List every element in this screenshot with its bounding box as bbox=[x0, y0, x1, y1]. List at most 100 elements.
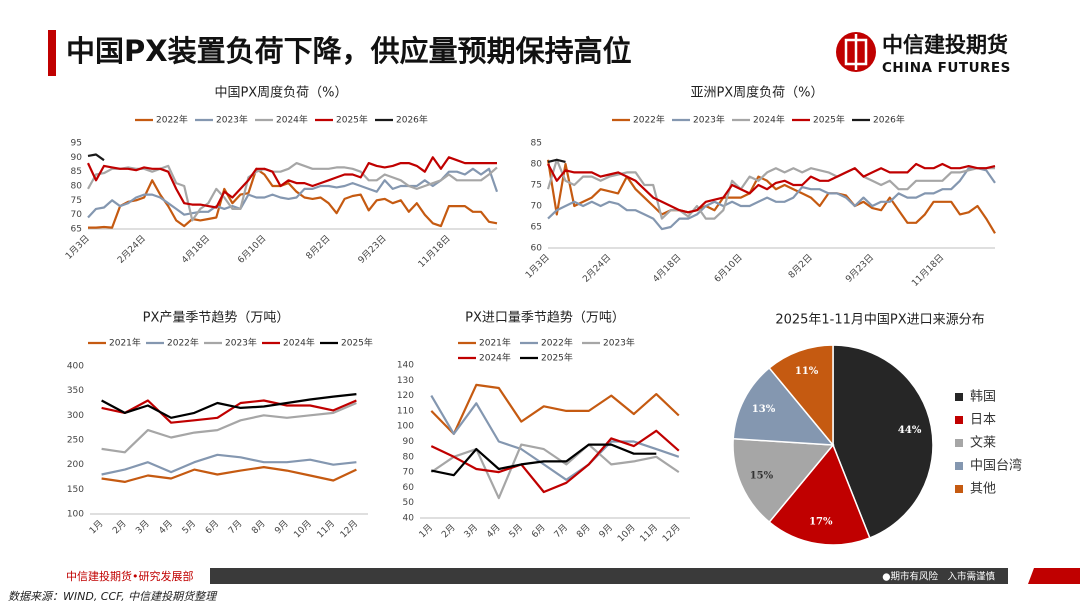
y-tick-label: 65 bbox=[531, 223, 542, 233]
y-tick-label: 110 bbox=[397, 406, 414, 416]
series-line bbox=[101, 393, 357, 419]
legend-label: 2021年 bbox=[479, 337, 511, 349]
y-tick-label: 70 bbox=[403, 468, 415, 478]
x-tick-label: 9月23日 bbox=[844, 252, 877, 285]
chart-title: PX产量季节趋势（万吨） bbox=[143, 310, 290, 326]
y-tick-label: 85 bbox=[71, 167, 82, 177]
title-accent bbox=[48, 30, 56, 76]
y-tick-label: 60 bbox=[531, 244, 543, 254]
pie-slice bbox=[768, 344, 834, 448]
y-tick-label: 90 bbox=[403, 437, 415, 447]
legend-swatch bbox=[955, 462, 963, 470]
legend-label: 中国台湾 bbox=[970, 458, 1022, 474]
y-tick-label: 100 bbox=[397, 422, 414, 432]
legend-label: 2022年 bbox=[156, 114, 188, 126]
series-line bbox=[88, 167, 498, 229]
y-tick-label: 60 bbox=[403, 483, 415, 493]
legend-label: 2025年 bbox=[341, 337, 373, 349]
y-tick-label: 150 bbox=[67, 485, 84, 495]
pie-slice bbox=[768, 443, 871, 546]
footer-org: 中信建投期货•研究发展部 bbox=[66, 569, 194, 583]
x-tick-label: 8月2日 bbox=[304, 233, 333, 262]
x-tick-label: 9月 bbox=[273, 518, 291, 536]
x-tick-label: 2月 bbox=[439, 522, 457, 540]
series-line bbox=[87, 162, 498, 222]
legend-label: 2026年 bbox=[873, 114, 905, 126]
legend-label: 韩国 bbox=[970, 390, 996, 405]
y-tick-label: 80 bbox=[71, 182, 83, 192]
x-tick-label: 11月 bbox=[638, 522, 660, 544]
series-line bbox=[87, 153, 105, 162]
y-tick-label: 200 bbox=[67, 460, 84, 470]
legend-label: 日本 bbox=[970, 413, 996, 428]
x-tick-label: 11月 bbox=[315, 518, 337, 540]
data-label: 15% bbox=[750, 470, 774, 481]
x-tick-label: 7月 bbox=[552, 522, 570, 540]
data-label: 44% bbox=[898, 425, 922, 436]
x-tick-label: 8月 bbox=[249, 518, 267, 536]
x-tick-label: 6月 bbox=[203, 518, 221, 536]
legend-label: 2024年 bbox=[283, 337, 315, 349]
series-line bbox=[430, 443, 680, 500]
y-tick-label: 95 bbox=[71, 139, 82, 149]
legend-label: 2022年 bbox=[633, 114, 665, 126]
legend-label: 其他 bbox=[970, 482, 996, 497]
data-label: 13% bbox=[752, 404, 776, 415]
legend-label: 2022年 bbox=[167, 337, 199, 349]
y-tick-label: 70 bbox=[71, 210, 83, 220]
series-line bbox=[101, 399, 357, 424]
legend-label: 2023年 bbox=[225, 337, 257, 349]
y-tick-label: 250 bbox=[67, 436, 84, 446]
slide-title: 中国PX装置负荷下降，供应量预期保持高位 bbox=[66, 34, 632, 68]
y-tick-label: 70 bbox=[531, 202, 543, 212]
legend-label: 2025年 bbox=[541, 352, 573, 364]
pie-slice bbox=[832, 344, 934, 539]
data-label: 11% bbox=[795, 366, 819, 377]
y-tick-label: 80 bbox=[531, 160, 543, 170]
x-tick-label: 9月 bbox=[597, 522, 615, 540]
footer-bar bbox=[210, 568, 1008, 584]
chart-title: PX进口量季节趋势（万吨） bbox=[465, 310, 625, 326]
x-tick-label: 5月 bbox=[180, 518, 198, 536]
y-tick-label: 300 bbox=[67, 411, 84, 421]
pie-slice bbox=[732, 437, 835, 524]
x-tick-label: 6月 bbox=[529, 522, 547, 540]
y-tick-label: 65 bbox=[71, 225, 82, 235]
x-tick-label: 11月18日 bbox=[416, 233, 453, 270]
x-tick-label: 2月 bbox=[110, 518, 128, 536]
x-tick-label: 8月2日 bbox=[786, 252, 815, 281]
logo: 中信建投期货 CHINA FUTURES bbox=[836, 32, 1010, 76]
x-tick-label: 12月 bbox=[660, 522, 682, 544]
chart-title: 2025年1-11月中国PX进口来源分布 bbox=[775, 313, 984, 328]
y-tick-label: 400 bbox=[67, 362, 84, 372]
series-line bbox=[430, 383, 680, 435]
legend-label: 2026年 bbox=[396, 114, 428, 126]
series-line bbox=[87, 167, 499, 219]
x-tick-label: 10月 bbox=[292, 518, 314, 540]
y-tick-label: 100 bbox=[67, 510, 84, 520]
y-tick-label: 40 bbox=[403, 514, 415, 524]
y-tick-label: 85 bbox=[531, 139, 542, 149]
source-note: 数据来源：WIND, CCF, 中信建投期货整理 bbox=[8, 590, 218, 603]
legend-swatch bbox=[955, 416, 963, 424]
x-tick-label: 2月24日 bbox=[581, 252, 614, 285]
x-tick-label: 3月 bbox=[134, 518, 152, 536]
x-tick-label: 1月3日 bbox=[523, 252, 552, 281]
legend-label: 2023年 bbox=[216, 114, 248, 126]
pie-slice bbox=[732, 366, 835, 446]
x-tick-label: 1月 bbox=[417, 522, 435, 540]
legend-label: 2024年 bbox=[479, 352, 511, 364]
legend-label: 2024年 bbox=[753, 114, 785, 126]
y-tick-label: 350 bbox=[67, 386, 84, 396]
x-tick-label: 1月3日 bbox=[63, 233, 92, 262]
y-tick-label: 80 bbox=[403, 452, 415, 462]
y-tick-label: 50 bbox=[403, 498, 415, 508]
x-tick-label: 4月 bbox=[484, 522, 502, 540]
x-tick-label: 6月10日 bbox=[712, 252, 745, 285]
y-tick-label: 75 bbox=[531, 181, 542, 191]
x-tick-label: 8月 bbox=[574, 522, 592, 540]
series-line bbox=[87, 156, 497, 209]
y-tick-label: 120 bbox=[397, 391, 414, 401]
x-tick-label: 5月 bbox=[507, 522, 525, 540]
